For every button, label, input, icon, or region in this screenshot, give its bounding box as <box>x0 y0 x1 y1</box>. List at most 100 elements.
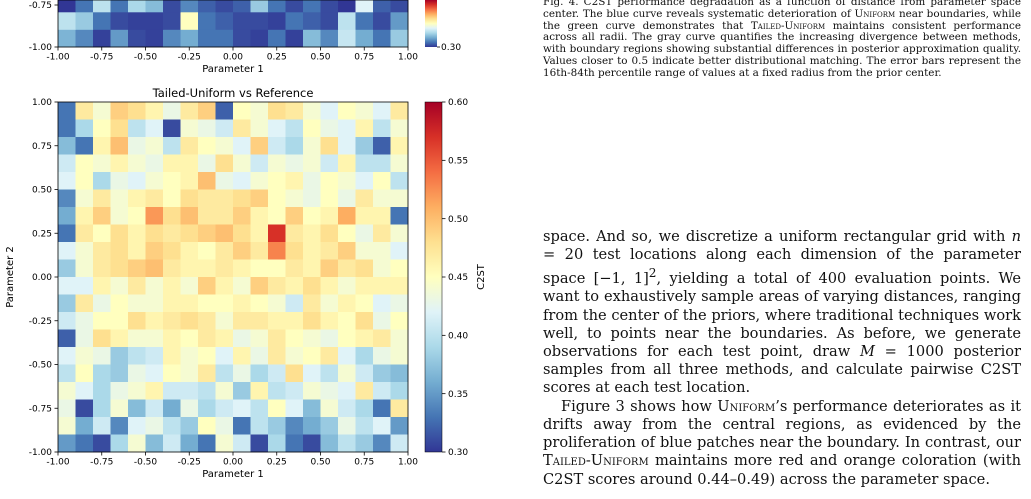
heatmap-cell <box>285 382 304 400</box>
heatmap-cell <box>180 434 199 453</box>
heatmap-cell <box>128 224 146 243</box>
heatmap-cell <box>303 207 321 225</box>
heatmap-cell <box>58 294 76 313</box>
heatmap-cell <box>285 417 304 435</box>
heatmap-cell <box>128 364 146 383</box>
heatmap-cell <box>215 102 234 120</box>
heatmap-cell <box>198 12 216 30</box>
heatmap-cell <box>163 399 181 418</box>
heatmap-cell <box>58 434 76 453</box>
heatmap-cell <box>303 347 321 365</box>
heatmap-cell <box>355 102 374 120</box>
heatmap-cell <box>110 312 129 330</box>
heatmap-cell <box>268 207 286 225</box>
heatmap-cell <box>233 224 251 243</box>
heatmap-cell <box>320 172 339 190</box>
top-x-axis-label: Parameter 1 <box>202 64 264 75</box>
main-y-tick-label: 0.25 <box>32 229 52 239</box>
main-x-tick-label: 1.00 <box>398 458 418 468</box>
heatmap-cell <box>320 224 339 243</box>
heatmap-cell <box>338 347 356 365</box>
heatmap-cell <box>338 242 356 260</box>
heatmap-cell <box>373 294 391 313</box>
heatmap-cell <box>145 329 164 348</box>
heatmap-cell <box>198 277 216 295</box>
heatmap-cell <box>180 417 199 435</box>
heatmap-cell <box>373 382 391 400</box>
heatmap-cell <box>320 277 339 295</box>
main-y-tick-label: 1.00 <box>32 98 52 108</box>
heatmap-cell <box>390 224 409 243</box>
heatmap-cell <box>163 224 181 243</box>
heatmap-cell <box>145 364 164 383</box>
heatmap-cell <box>268 329 286 348</box>
heatmap-cell <box>285 242 304 260</box>
heatmap-cell <box>355 137 374 155</box>
heatmap-cell <box>355 12 374 30</box>
heatmap-cell <box>128 172 146 190</box>
heatmap-cell <box>163 0 181 13</box>
heatmap-cell <box>128 29 146 48</box>
heatmap-cell <box>110 294 129 313</box>
heatmap-cell <box>390 12 409 30</box>
main-colorbar <box>424 101 443 453</box>
heatmap-cell <box>93 224 111 243</box>
top-y-tick-label: -1.00 <box>29 43 53 53</box>
heatmap-cell <box>145 259 164 278</box>
heatmap-cell <box>198 259 216 278</box>
heatmap-cell <box>58 259 76 278</box>
heatmap-cell <box>338 119 356 138</box>
heatmap-cell <box>75 312 94 330</box>
heatmap-cell <box>303 102 321 120</box>
p1-part-d: = 1000 posterior samples from all three … <box>543 343 1022 397</box>
heatmap-cell <box>320 154 339 173</box>
heatmap-cell <box>110 399 129 418</box>
heatmap-cell <box>285 312 304 330</box>
heatmap-cell <box>75 417 94 435</box>
heatmap-cell <box>355 329 374 348</box>
heatmap-cell <box>58 137 76 155</box>
heatmap-cell <box>110 29 129 48</box>
heatmap-cell <box>145 434 164 453</box>
heatmap-cell <box>250 259 269 278</box>
heatmap-cell <box>303 417 321 435</box>
heatmap-cell <box>250 172 269 190</box>
heatmap-cell <box>320 12 339 30</box>
heatmap-cell <box>303 172 321 190</box>
top-x-tick-label: 0.25 <box>267 53 287 63</box>
heatmap-cell <box>198 329 216 348</box>
heatmap-cell <box>145 347 164 365</box>
heatmap-cell <box>285 329 304 348</box>
heatmap-cell <box>250 242 269 260</box>
heatmap-cell <box>268 12 286 30</box>
heatmap-cell <box>128 0 146 13</box>
paragraph-2: Figure 3 shows how Uniform’s performance… <box>543 398 1021 489</box>
heatmap-cell <box>93 137 111 155</box>
heatmap-cell <box>215 329 234 348</box>
top-x-tick-label: 0.00 <box>223 53 243 63</box>
heatmap-cell <box>233 137 251 155</box>
main-y-tick-label: 0.00 <box>32 273 52 283</box>
colorbar-label: C2ST <box>476 263 487 290</box>
heatmap-cell <box>110 0 129 13</box>
heatmap-cell <box>390 312 409 330</box>
heatmap-cell <box>355 294 374 313</box>
heatmap-cell <box>320 137 339 155</box>
heatmap-cell <box>110 189 129 208</box>
top-x-axis-ticks: -1.00 -0.75 -0.50 -0.25 0.00 0.25 0.50 0.75 1.00 <box>46 47 418 63</box>
heatmap-cell <box>215 434 234 453</box>
colorbar-tick-label: 0.50 <box>448 215 468 225</box>
p1-part-b: = 20 test locations along each dimension… <box>543 246 1021 288</box>
heatmap-cell <box>75 102 94 120</box>
heatmap-cell <box>303 119 321 138</box>
heatmap-cell <box>250 29 269 48</box>
heatmap-cell <box>303 312 321 330</box>
heatmap-cell <box>338 154 356 173</box>
heatmap-cell <box>93 207 111 225</box>
heatmap-cell <box>180 347 199 365</box>
heatmap-cell <box>373 242 391 260</box>
heatmap-cell <box>163 137 181 155</box>
heatmap-cell <box>338 417 356 435</box>
top-heatmap-panel: -1.00 -0.75 -0.50 -0.25 0.00 0.25 0.50 0.75 1.00… <box>29 0 461 75</box>
heatmap-cell <box>373 207 391 225</box>
